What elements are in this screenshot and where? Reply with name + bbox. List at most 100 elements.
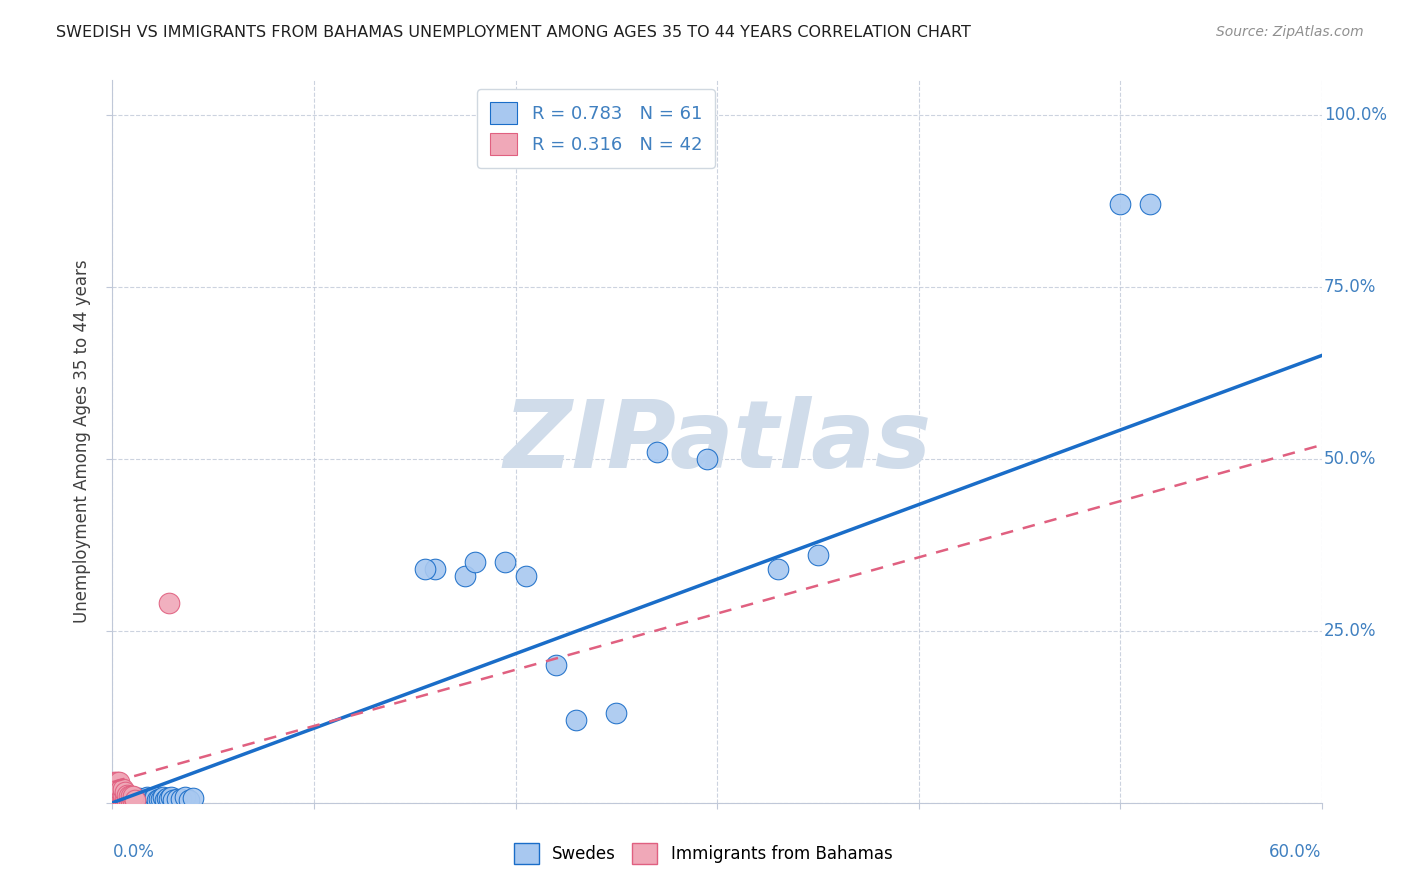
Point xyxy=(1139,197,1161,211)
Point xyxy=(107,791,129,805)
Point xyxy=(138,793,160,807)
Point xyxy=(103,788,125,802)
Point xyxy=(103,779,125,793)
Point xyxy=(160,789,183,804)
Point xyxy=(114,793,136,807)
Text: 75.0%: 75.0% xyxy=(1324,277,1376,296)
Point xyxy=(181,791,204,805)
Text: Source: ZipAtlas.com: Source: ZipAtlas.com xyxy=(1216,25,1364,39)
Point xyxy=(170,792,193,806)
Point xyxy=(103,782,125,797)
Point xyxy=(128,791,150,805)
Text: 100.0%: 100.0% xyxy=(1324,105,1388,124)
Point xyxy=(103,775,125,789)
Point xyxy=(544,658,567,673)
Point xyxy=(134,792,156,806)
Point xyxy=(464,555,486,569)
Point xyxy=(110,788,132,802)
Point xyxy=(132,791,155,805)
Point xyxy=(105,788,128,802)
Point xyxy=(605,706,627,721)
Point xyxy=(157,792,180,806)
Point xyxy=(495,555,517,569)
Text: SWEDISH VS IMMIGRANTS FROM BAHAMAS UNEMPLOYMENT AMONG AGES 35 TO 44 YEARS CORREL: SWEDISH VS IMMIGRANTS FROM BAHAMAS UNEMP… xyxy=(56,25,972,40)
Point xyxy=(121,792,143,806)
Point xyxy=(111,790,134,805)
Point xyxy=(115,790,138,805)
Point xyxy=(105,775,128,789)
Point xyxy=(413,562,436,576)
Point xyxy=(807,548,830,562)
Point xyxy=(103,791,125,805)
Point xyxy=(153,793,176,807)
Text: 0.0%: 0.0% xyxy=(112,843,155,861)
Point xyxy=(117,793,139,807)
Point xyxy=(103,790,125,805)
Point xyxy=(121,793,143,807)
Point xyxy=(157,596,180,610)
Point xyxy=(124,791,146,805)
Point xyxy=(103,793,125,807)
Text: 60.0%: 60.0% xyxy=(1270,843,1322,861)
Point xyxy=(115,793,138,807)
Point xyxy=(423,562,446,576)
Point xyxy=(696,451,718,466)
Point xyxy=(110,793,132,807)
Point xyxy=(120,789,142,803)
Point xyxy=(121,789,143,803)
Point xyxy=(105,779,128,793)
Text: 50.0%: 50.0% xyxy=(1324,450,1376,467)
Point xyxy=(117,789,139,804)
Point xyxy=(105,790,128,805)
Point xyxy=(174,790,197,805)
Point xyxy=(142,792,165,806)
Point xyxy=(117,789,139,803)
Point xyxy=(111,793,134,807)
Legend: R = 0.783   N = 61, R = 0.316   N = 42: R = 0.783 N = 61, R = 0.316 N = 42 xyxy=(478,89,714,168)
Point xyxy=(117,793,139,807)
Point xyxy=(115,792,138,806)
Point xyxy=(110,782,132,797)
Point xyxy=(103,785,125,799)
Point xyxy=(107,790,129,805)
Point xyxy=(152,790,174,805)
Point xyxy=(565,713,588,727)
Point xyxy=(111,788,134,802)
Point xyxy=(120,791,142,805)
Point xyxy=(645,445,668,459)
Point xyxy=(107,793,129,807)
Point xyxy=(105,793,128,807)
Point xyxy=(103,789,125,803)
Point xyxy=(149,792,172,806)
Text: 25.0%: 25.0% xyxy=(1324,622,1376,640)
Point xyxy=(146,793,169,807)
Point xyxy=(110,792,132,806)
Point xyxy=(110,790,132,805)
Text: ZIPatlas: ZIPatlas xyxy=(503,395,931,488)
Point xyxy=(110,789,132,804)
Point xyxy=(107,775,129,789)
Point xyxy=(139,791,162,805)
Point xyxy=(162,793,184,807)
Point xyxy=(115,788,138,802)
Point xyxy=(105,785,128,799)
Point xyxy=(107,782,129,797)
Point xyxy=(105,790,128,805)
Point xyxy=(177,793,200,807)
Point xyxy=(1109,197,1132,211)
Point xyxy=(120,793,142,807)
Point xyxy=(766,562,789,576)
Point xyxy=(121,790,143,805)
Point xyxy=(114,790,136,805)
Point xyxy=(148,791,170,805)
Point xyxy=(111,790,134,805)
Point xyxy=(114,785,136,799)
Point xyxy=(166,791,188,805)
Point xyxy=(107,785,129,799)
Point xyxy=(143,789,166,804)
Point xyxy=(129,793,152,807)
Y-axis label: Unemployment Among Ages 35 to 44 years: Unemployment Among Ages 35 to 44 years xyxy=(73,260,91,624)
Point xyxy=(125,792,148,806)
Point xyxy=(105,782,128,797)
Point xyxy=(124,793,146,807)
